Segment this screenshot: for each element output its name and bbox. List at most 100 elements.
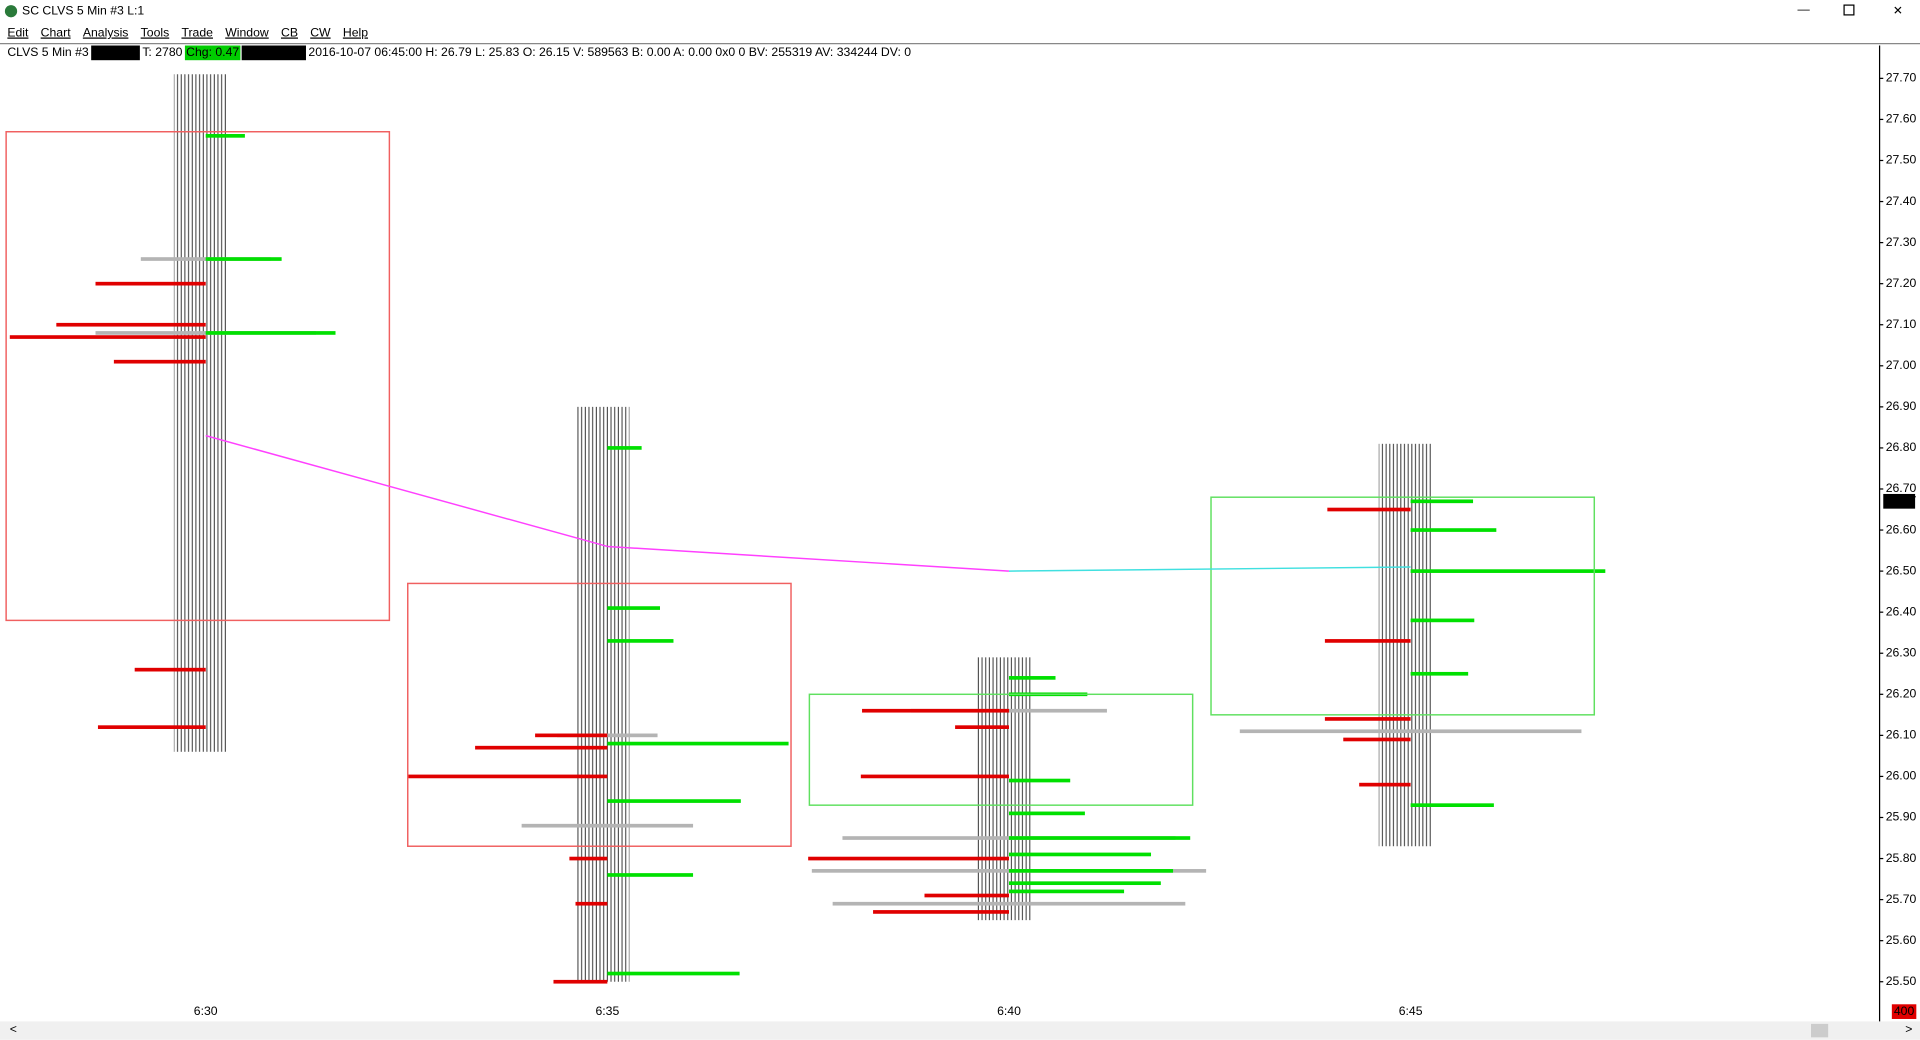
poc-line bbox=[1008, 566, 1411, 572]
bid-bar bbox=[873, 910, 1009, 914]
ask-bar bbox=[607, 799, 741, 803]
footer-badge: 400 bbox=[1894, 1004, 1915, 1018]
y-tick-label: 27.70 bbox=[1886, 71, 1917, 85]
x-tick-label: 6:35 bbox=[595, 1004, 619, 1018]
y-tick-label: 26.40 bbox=[1886, 604, 1917, 618]
ask-bar bbox=[607, 446, 642, 450]
ask-bar bbox=[1008, 852, 1152, 857]
x-tick-label: 6:40 bbox=[997, 1004, 1021, 1018]
ask-bar bbox=[1410, 671, 1469, 676]
y-tick-label: 25.90 bbox=[1886, 810, 1917, 824]
footprint-column bbox=[575, 406, 630, 982]
ask-bar bbox=[607, 606, 660, 610]
bid-bar bbox=[113, 359, 206, 364]
y-tick-label: 27.40 bbox=[1886, 194, 1917, 208]
menu-item[interactable]: CW bbox=[310, 25, 331, 39]
status-change: Chg: 0.47 bbox=[186, 45, 239, 59]
total-bar bbox=[1239, 729, 1582, 734]
minimize-button[interactable]: — bbox=[1798, 2, 1811, 16]
menu-item[interactable]: Window bbox=[225, 25, 269, 39]
menu-item[interactable]: Help bbox=[343, 25, 368, 39]
ask-bar bbox=[607, 971, 740, 976]
value-area bbox=[407, 582, 792, 847]
bid-bar bbox=[1324, 717, 1411, 721]
ask-bar bbox=[205, 134, 245, 138]
bid-bar bbox=[808, 856, 1009, 861]
bid-bar bbox=[862, 708, 1009, 713]
y-tick-label: 27.30 bbox=[1886, 235, 1917, 249]
menu-item[interactable]: Chart bbox=[41, 25, 72, 39]
x-tick-label: 6:45 bbox=[1399, 1004, 1423, 1018]
y-tick-label: 26.10 bbox=[1886, 728, 1917, 742]
poc-line bbox=[607, 545, 1010, 572]
y-tick-label: 27.60 bbox=[1886, 112, 1917, 126]
menu-item[interactable]: Analysis bbox=[83, 25, 129, 39]
ask-bar bbox=[1008, 676, 1056, 680]
total-bar bbox=[832, 901, 1186, 906]
y-tick-label: 26.90 bbox=[1886, 399, 1917, 413]
status-badge bbox=[184, 45, 241, 61]
bid-bar bbox=[955, 725, 1009, 729]
ask-bar bbox=[1008, 869, 1174, 873]
ask-bar bbox=[1008, 889, 1125, 894]
ask-bar bbox=[1410, 618, 1475, 623]
menu-item[interactable]: Edit bbox=[7, 25, 29, 39]
ask-bar bbox=[607, 873, 694, 877]
scroll-thumb[interactable] bbox=[1811, 1023, 1829, 1038]
bid-bar bbox=[475, 745, 608, 750]
y-tick-label: 27.20 bbox=[1886, 276, 1917, 290]
close-button[interactable]: ✕ bbox=[1893, 3, 1903, 17]
bid-bar bbox=[1327, 507, 1411, 512]
menu-item[interactable]: Tools bbox=[141, 25, 170, 39]
status-info: 2016-10-07 06:45:00 H: 26.79 L: 25.83 O:… bbox=[308, 45, 911, 59]
y-tick-label: 26.80 bbox=[1886, 440, 1917, 454]
ask-bar bbox=[607, 639, 674, 643]
value-area bbox=[5, 131, 391, 622]
y-tick-label: 25.80 bbox=[1886, 851, 1917, 865]
y-tick-label: 26.60 bbox=[1886, 522, 1917, 536]
bid-bar bbox=[924, 893, 1009, 898]
ask-bar bbox=[1008, 778, 1071, 783]
y-tick-label: 25.70 bbox=[1886, 892, 1917, 906]
ask-bar bbox=[607, 741, 789, 746]
scroll-left[interactable]: < bbox=[10, 1022, 17, 1036]
menu-item[interactable]: CB bbox=[281, 25, 298, 39]
y-tick-label: 27.00 bbox=[1886, 358, 1917, 372]
menu-item[interactable]: Trade bbox=[181, 25, 213, 39]
restore-button[interactable] bbox=[1843, 4, 1855, 16]
bid-bar bbox=[56, 322, 206, 327]
footer-badge-box bbox=[1891, 1004, 1917, 1019]
footprint-column bbox=[173, 74, 228, 752]
y-tick-label: 27.10 bbox=[1886, 317, 1917, 331]
footprint-column bbox=[977, 657, 1032, 921]
status-symbol: CLVS 5 Min #3 bbox=[7, 45, 89, 59]
value-area bbox=[808, 693, 1194, 806]
ask-bar bbox=[1410, 528, 1497, 532]
status-dchange: DChg: 0.00 bbox=[243, 45, 305, 59]
bid-bar bbox=[9, 335, 206, 339]
menu-bar: Edit Chart Analysis Tools Trade Window CB CW Hel… bbox=[7, 25, 368, 39]
status-trades: T: 2780 bbox=[142, 45, 182, 59]
y-tick-label: 26.70 bbox=[1886, 481, 1917, 495]
status-line: CLVS 5 Min #3 C: 26.67 T: 2780 Chg: 0.47 DCh… bbox=[7, 45, 911, 61]
y-tick-label: 26.20 bbox=[1886, 687, 1917, 701]
ask-bar bbox=[1008, 881, 1161, 886]
bid-bar bbox=[1343, 737, 1411, 742]
y-tick-label: 26.30 bbox=[1886, 645, 1917, 659]
ask-bar bbox=[1410, 803, 1494, 808]
last-price-label: 26.67 bbox=[1886, 494, 1917, 508]
title-bar bbox=[0, 0, 1920, 23]
total-bar bbox=[521, 823, 694, 828]
last-price-box bbox=[1883, 493, 1916, 509]
bid-bar bbox=[569, 856, 608, 861]
scroll-right[interactable]: > bbox=[1905, 1022, 1912, 1036]
bid-bar bbox=[407, 774, 608, 779]
y-tick-label: 25.50 bbox=[1886, 974, 1917, 988]
scrollbar[interactable] bbox=[0, 1021, 1920, 1040]
bid-bar bbox=[553, 979, 608, 984]
status-badge bbox=[91, 45, 140, 61]
bid-bar bbox=[1324, 639, 1411, 643]
bid-bar bbox=[95, 281, 206, 286]
ask-bar bbox=[1410, 569, 1606, 573]
